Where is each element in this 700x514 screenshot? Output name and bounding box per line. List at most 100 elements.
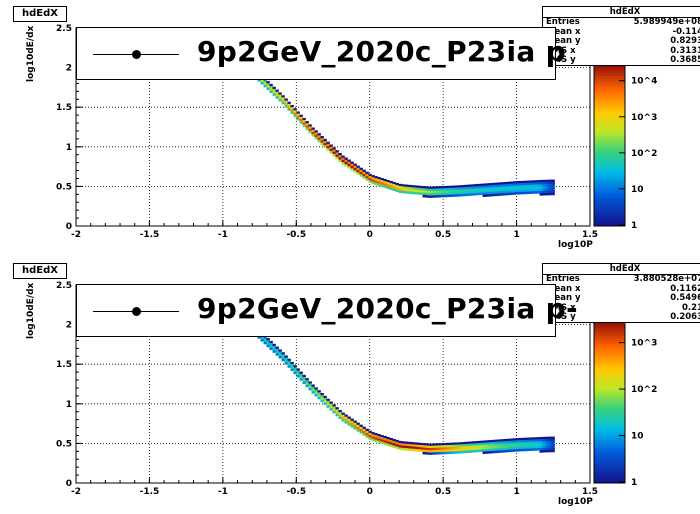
heatmap-cell — [344, 157, 348, 161]
heatmap-cell — [362, 426, 366, 430]
heatmap-cell — [539, 447, 543, 451]
heatmap-cell — [323, 402, 327, 405]
color-scale-cell — [594, 149, 625, 153]
heatmap-cell — [425, 188, 429, 192]
heatmap-cell — [401, 184, 405, 187]
heatmap-cell — [287, 106, 291, 109]
color-scale-cell — [594, 67, 625, 71]
heatmap-cell — [509, 188, 513, 191]
heatmap-cell — [296, 111, 300, 114]
heatmap-cell — [344, 416, 348, 420]
color-scale-cell — [594, 474, 625, 479]
heatmap-cell — [542, 436, 546, 440]
heatmap-cell — [356, 172, 360, 175]
heatmap-cell — [458, 189, 462, 193]
heatmap-cell — [455, 194, 459, 197]
heatmap-cell — [314, 391, 318, 395]
heatmap-cell — [491, 189, 495, 192]
heatmap-cell — [530, 443, 534, 447]
heatmap-cell — [500, 190, 504, 194]
y-tick-label: 2.5 — [56, 281, 72, 291]
heatmap-cell — [458, 185, 462, 188]
heatmap-cell — [521, 182, 525, 186]
color-scale-cell — [594, 365, 625, 369]
heatmap-cell — [353, 420, 357, 424]
heatmap-cell — [479, 185, 483, 189]
heatmap-cell — [536, 180, 540, 183]
heatmap-cell — [353, 167, 357, 171]
heatmap-cell — [380, 437, 384, 440]
heatmap-cell — [419, 192, 423, 195]
heatmap-cell — [356, 422, 360, 426]
heatmap-cell — [269, 90, 273, 94]
heatmap-cell — [473, 445, 477, 449]
heatmap-cell — [500, 182, 504, 185]
heatmap-cell — [407, 189, 411, 192]
heatmap-cell — [299, 378, 303, 381]
color-scale-cell — [594, 351, 625, 356]
heatmap-cell — [491, 439, 495, 443]
heatmap-cell — [308, 126, 312, 130]
heatmap-cell — [362, 431, 366, 434]
heatmap-cell — [464, 441, 468, 445]
y-axis-label: log10dE/dx — [26, 282, 36, 339]
heatmap-cell — [527, 446, 531, 449]
heatmap-cell — [335, 150, 339, 153]
x-tick-label: 1.5 — [582, 230, 598, 240]
heatmap-cell — [269, 340, 273, 344]
color-scale-cell — [594, 209, 625, 213]
heatmap-cell — [401, 443, 405, 446]
heatmap-cell — [410, 189, 414, 192]
heatmap-cell — [512, 442, 516, 446]
heatmap-cell — [356, 427, 360, 430]
heatmap-cell — [437, 445, 441, 448]
heatmap-cell — [296, 113, 300, 117]
color-scale-cell — [594, 215, 625, 219]
heatmap-cell — [437, 195, 441, 198]
heatmap-cell — [425, 186, 429, 189]
heatmap-cell — [440, 451, 444, 455]
heatmap-cell — [488, 440, 492, 443]
heatmap-cell — [287, 365, 291, 368]
heatmap-cell — [407, 441, 411, 445]
heatmap-cell — [293, 108, 297, 111]
stats-header: hdEdX — [543, 264, 700, 275]
heatmap-cell — [404, 441, 408, 445]
heatmap-cell — [479, 442, 483, 446]
x-tick-label: 0.5 — [435, 230, 451, 240]
heatmap-cell — [416, 442, 420, 446]
heatmap-cell — [416, 446, 420, 450]
heatmap-cell — [326, 141, 330, 145]
heatmap-cell — [461, 193, 465, 197]
heatmap-cell — [287, 363, 291, 366]
heatmap-cell — [269, 347, 273, 351]
heatmap-cell — [539, 186, 543, 190]
heatmap-cell — [266, 344, 270, 348]
heatmap-cell — [416, 449, 420, 452]
heatmap-cell — [494, 189, 498, 192]
heatmap-cell — [296, 372, 300, 376]
heatmap-cell — [383, 183, 387, 186]
heatmap-cell — [431, 188, 435, 192]
color-scale-cell — [594, 152, 625, 156]
x-tick-label: -2 — [71, 230, 81, 240]
heatmap-cell — [545, 436, 549, 440]
heatmap-cell — [437, 192, 441, 196]
heatmap-cell — [500, 445, 504, 449]
color-scale-cell — [594, 75, 625, 79]
heatmap-cell — [344, 161, 348, 165]
color-scale-cell — [594, 392, 625, 397]
heatmap-cell — [413, 191, 417, 195]
heatmap-cell — [548, 181, 552, 185]
heatmap-cell — [365, 435, 369, 438]
heatmap-cell — [317, 390, 321, 393]
heatmap-cell — [470, 184, 474, 187]
color-scale-cell — [594, 133, 625, 137]
color-scale-cell — [594, 119, 625, 123]
heatmap-cell — [398, 445, 402, 448]
heatmap-cell — [473, 186, 477, 189]
heatmap-cell — [302, 124, 306, 127]
color-scale-cell — [594, 425, 625, 429]
heatmap-cell — [425, 192, 429, 196]
heatmap-cell — [332, 410, 336, 414]
